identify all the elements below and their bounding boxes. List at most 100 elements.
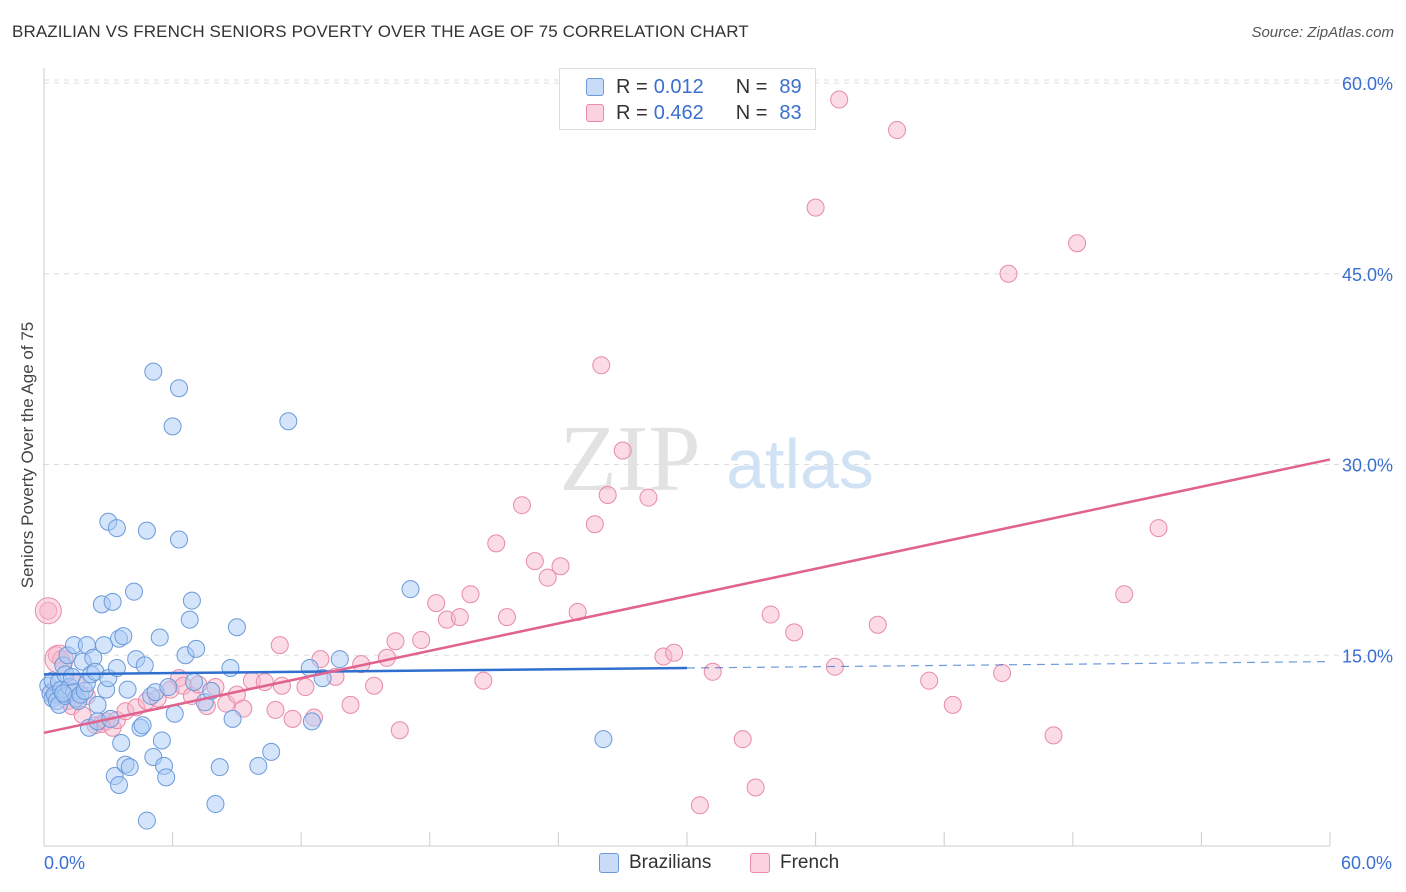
legend-row-brazilians: R = 0.012 N = 89: [586, 75, 802, 99]
legend-swatch-pink: [586, 104, 604, 122]
y-tick-labels: 15.0% 30.0% 45.0% 60.0%: [1342, 74, 1393, 666]
brazilians-point: [125, 582, 144, 601]
gridlines: [44, 79, 1395, 656]
french-point: [1044, 726, 1063, 745]
legend-n-label: N =: [735, 101, 768, 124]
french-point: [450, 608, 469, 627]
brazilians-point: [120, 758, 139, 777]
x-tick-min: 0.0%: [44, 853, 86, 873]
brazilians-point: [137, 811, 156, 830]
french-point: [512, 496, 531, 515]
brazilians-point: [163, 417, 182, 436]
french-point: [461, 585, 480, 604]
french-swatch: [750, 853, 770, 873]
brazilians-point: [221, 658, 240, 677]
brazilians-point: [88, 695, 107, 714]
brazilians-point: [112, 733, 131, 752]
french-point: [806, 198, 825, 217]
trend-lines: [43, 458, 1331, 735]
legend-row-french: R = 0.462 N = 83: [586, 101, 802, 125]
french-point: [390, 721, 409, 740]
french-point: [943, 695, 962, 714]
legend-r-label: R =: [616, 75, 648, 98]
legend-item-brazilians[interactable]: Brazilians: [599, 852, 711, 874]
brazilians-point: [54, 684, 73, 703]
legend-n-value: 89: [779, 75, 802, 98]
french-point: [665, 643, 684, 662]
french-point: [746, 778, 765, 797]
french-point: [761, 605, 780, 624]
french-point-large: [34, 597, 62, 625]
brazilians-point: [210, 758, 229, 777]
chart-title: BRAZILIAN VS FRENCH SENIORS POVERTY OVER…: [12, 22, 749, 41]
french-point: [830, 90, 849, 109]
brazilians-point: [159, 678, 178, 697]
french-point: [497, 608, 516, 627]
french-point: [993, 664, 1012, 683]
french-point: [551, 557, 570, 576]
brazilians-point: [107, 519, 126, 538]
french-point: [341, 695, 360, 714]
legend-label-brazilians: Brazilians: [629, 852, 712, 873]
brazilians-point: [249, 756, 268, 775]
brazilians-point: [95, 636, 114, 655]
french-point: [270, 636, 289, 655]
french-point: [785, 623, 804, 642]
brazilians-point: [185, 672, 204, 691]
french-points: [34, 90, 1168, 815]
french-point: [703, 662, 722, 681]
legend-r-value: 0.462: [653, 101, 704, 124]
french-trend-line: [43, 458, 1331, 735]
brazilians-point: [110, 775, 129, 794]
brazilians-point: [170, 379, 189, 398]
correlation-legend: R = 0.012 N = 89 R = 0.462 N = 83: [559, 68, 816, 130]
brazilians-point: [206, 795, 225, 814]
brazilians-point: [165, 704, 184, 723]
brazilians-point: [401, 580, 420, 599]
french-point: [598, 486, 617, 505]
legend-n-label: N =: [735, 75, 768, 98]
brazilians-point: [594, 730, 613, 749]
zipatlas-watermark: ZIP atlas: [560, 407, 874, 511]
brazilians-point: [302, 712, 321, 731]
brazilians-point: [62, 667, 81, 686]
brazilians-point: [182, 591, 201, 610]
brazilians-point: [180, 610, 199, 629]
series-legend: Brazilians French: [0, 852, 1406, 876]
legend-n-value: 83: [779, 101, 802, 124]
french-point: [296, 678, 315, 697]
french-point: [1068, 234, 1087, 253]
french-point: [888, 121, 907, 140]
y-tick-label: 15.0%: [1342, 646, 1393, 666]
legend-label-french: French: [780, 852, 840, 873]
brazilians-point: [114, 627, 133, 646]
y-axis-title: Seniors Poverty Over the Age of 75: [18, 321, 37, 589]
brazilians-point: [170, 530, 189, 549]
brazilians-point: [152, 731, 171, 750]
brazilians-point: [187, 639, 206, 658]
french-point: [639, 488, 658, 507]
brazilians-point: [137, 521, 156, 540]
brazilians-swatch: [599, 853, 619, 873]
french-point: [386, 632, 405, 651]
brazilians-trend-line: [43, 666, 688, 676]
brazilians-trend-extension: [686, 661, 1331, 669]
watermark-atlas: atlas: [726, 425, 874, 503]
legend-item-french[interactable]: French: [750, 852, 839, 874]
french-point: [525, 552, 544, 571]
french-point: [365, 676, 384, 695]
french-point: [487, 534, 506, 553]
french-point: [585, 515, 604, 534]
french-point: [474, 671, 493, 690]
french-point: [412, 630, 431, 649]
brazilians-point: [157, 768, 176, 787]
french-point: [733, 730, 752, 749]
brazilians-point: [279, 412, 298, 431]
french-point: [283, 709, 302, 728]
legend-swatch-blue: [586, 78, 604, 96]
brazilians-points: [39, 362, 613, 830]
french-point: [920, 671, 939, 690]
brazilians-point: [133, 716, 152, 735]
french-point: [427, 594, 446, 613]
